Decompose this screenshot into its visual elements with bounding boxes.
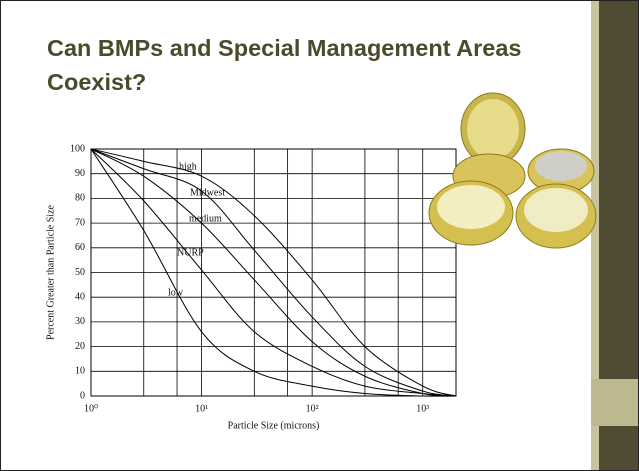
x-tick-label: 10² (306, 403, 319, 414)
y-tick-label: 30 (75, 316, 85, 327)
y-tick-label: 0 (80, 390, 85, 401)
series-label: high (179, 161, 197, 172)
slide: 0 10 20 30 40 50 60 70 80 90 100 10⁰ 10¹ 10² 10³ Partic… (0, 0, 639, 471)
x-tick-label: 10¹ (195, 403, 208, 414)
series-label: low (168, 287, 184, 298)
series-label: NURP (177, 247, 204, 258)
y-tick-label: 90 (75, 168, 85, 179)
series-label: Midwest (190, 187, 225, 198)
x-tick-label: 10⁰ (84, 403, 98, 414)
x-tick-label: 10³ (416, 403, 429, 414)
x-axis-label: Particle Size (microns) (228, 420, 320, 431)
series-label: medium (189, 213, 222, 224)
y-axis-label: Percent Greater than Particle Size (45, 204, 56, 339)
side-block (591, 379, 638, 426)
y-tick-label: 20 (75, 341, 85, 352)
y-tick-label: 10 (75, 366, 85, 377)
y-tick-label: 70 (75, 217, 85, 228)
sieves-image (429, 93, 596, 248)
y-tick-label: 60 (75, 242, 85, 253)
y-tick-label: 50 (75, 267, 85, 278)
y-tick-label: 100 (70, 143, 85, 154)
chart-area (36, 131, 461, 441)
y-tick-label: 80 (75, 193, 85, 204)
y-tick-label: 40 (75, 291, 85, 302)
slide-title: Can BMPs and Special Management Areas Co… (47, 31, 587, 99)
